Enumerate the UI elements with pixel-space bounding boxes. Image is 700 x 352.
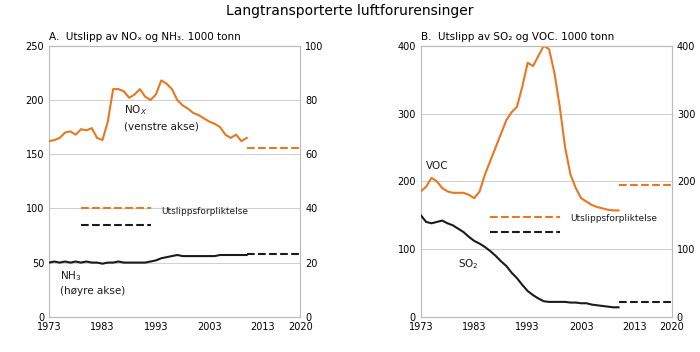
Text: B.  Utslipp av SO₂ og VOC. 1000 tonn: B. Utslipp av SO₂ og VOC. 1000 tonn <box>421 32 614 42</box>
Text: NO$_X$: NO$_X$ <box>124 103 147 117</box>
Text: Langtransporterte luftforurensinger: Langtransporterte luftforurensinger <box>226 4 474 18</box>
Text: (venstre akse): (venstre akse) <box>124 121 199 131</box>
Text: VOC: VOC <box>426 161 449 171</box>
Text: (høyre akse): (høyre akse) <box>60 286 125 296</box>
Text: Utslippsforpliktelse: Utslippsforpliktelse <box>161 207 248 216</box>
Text: SO$_2$: SO$_2$ <box>458 257 479 271</box>
Text: NH$_3$: NH$_3$ <box>60 269 81 283</box>
Text: Utslippsforpliktelse: Utslippsforpliktelse <box>570 214 657 223</box>
Text: A.  Utslipp av NOₓ og NH₃. 1000 tonn: A. Utslipp av NOₓ og NH₃. 1000 tonn <box>49 32 241 42</box>
